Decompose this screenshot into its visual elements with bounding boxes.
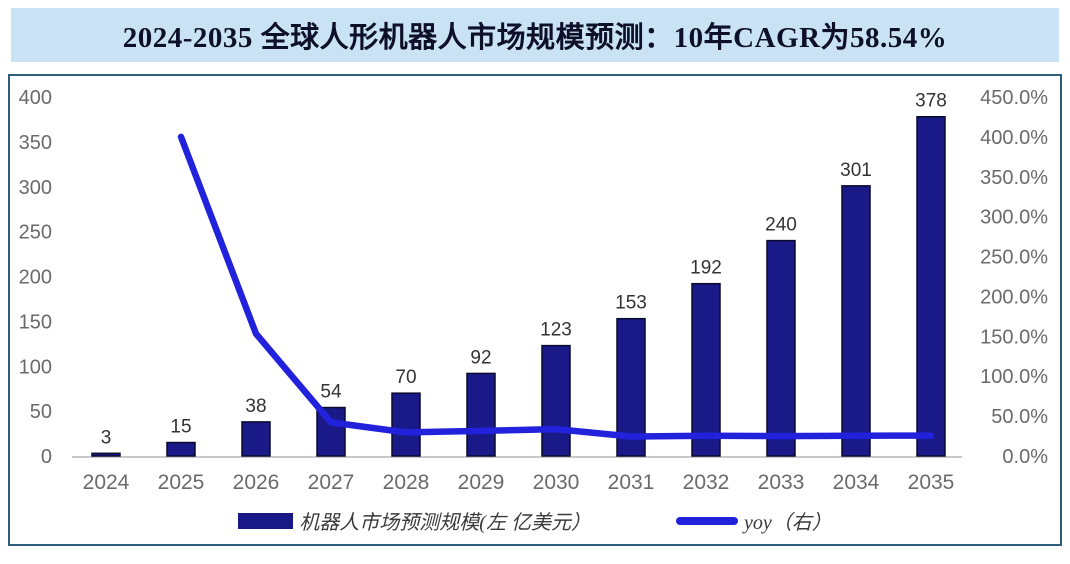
left-axis-tick: 300	[19, 177, 52, 199]
x-axis-label: 2025	[158, 471, 205, 494]
bar-value-label: 378	[915, 91, 947, 112]
right-axis-tick: 100.0%	[980, 366, 1048, 388]
right-axis-tick: 50.0%	[991, 406, 1048, 428]
x-axis-label: 2034	[833, 471, 880, 494]
x-axis-label: 2024	[83, 471, 130, 494]
x-axis-label: 2032	[683, 471, 730, 494]
left-axis-tick: 100	[19, 356, 52, 378]
combo-chart: 400350300250200150100500450.0%400.0%350.…	[19, 87, 1049, 494]
x-axis-label: 2030	[533, 471, 580, 494]
right-axis-tick: 0.0%	[1002, 446, 1048, 468]
bar-2028	[391, 392, 421, 457]
bar-value-label: 54	[320, 382, 342, 403]
x-axis-label: 2031	[608, 471, 655, 494]
left-axis-tick: 250	[19, 222, 52, 244]
bar-2030	[541, 344, 571, 457]
right-axis-tick: 450.0%	[980, 87, 1048, 109]
bar-value-label: 15	[170, 417, 191, 438]
chart-panel: 400 350 300 250 200 150 100 50 0 450.0% 400.0% 350.…	[8, 74, 1062, 546]
left-axis-tick: 400	[19, 87, 52, 109]
bar-value-label: 123	[540, 320, 572, 341]
chart-title: 2024-2035 全球人形机器人市场规模预测：10年CAGR为58.54%	[122, 22, 948, 54]
right-axis-tick: 150.0%	[980, 326, 1048, 348]
bar-series-swatch-icon	[238, 512, 294, 529]
bar-value-label: 301	[840, 160, 872, 181]
bar-value-label: 70	[395, 367, 416, 388]
x-axis-label: 2027	[308, 471, 355, 494]
bar-2034	[841, 185, 871, 457]
legend-label-market-size: 机器人市场预测规模(左 亿美元）	[299, 512, 591, 534]
chart-legend: 机器人市场预测规模(左 亿美元） yoy（右）	[10, 506, 1060, 535]
x-axis-label: 2026	[233, 471, 280, 494]
chart-title-banner: 2024-2035 全球人形机器人市场规模预测：10年CAGR为58.54%	[11, 8, 1059, 62]
right-axis-tick: 200.0%	[980, 286, 1048, 308]
bar-2032	[691, 282, 721, 457]
bar-2033	[766, 239, 796, 457]
legend-item-yoy: yoy（右）	[675, 506, 832, 535]
left-axis-tick: 350	[19, 132, 52, 154]
line-series-swatch-icon	[675, 516, 738, 525]
bar-2026	[241, 421, 271, 457]
bar-value-label: 92	[470, 347, 491, 368]
legend-label-yoy: yoy（右）	[743, 512, 832, 534]
x-axis-label: 2029	[458, 471, 505, 494]
bar-value-label: 38	[245, 396, 266, 417]
bar-value-label: 153	[615, 293, 647, 314]
bar-2024	[91, 452, 121, 457]
right-axis-tick: 300.0%	[980, 207, 1048, 229]
bar-2029	[466, 372, 496, 457]
right-axis-tick: 250.0%	[980, 247, 1048, 269]
x-axis-label: 2033	[758, 471, 805, 494]
right-axis-tick: 400.0%	[980, 127, 1048, 149]
right-axis-tick: 350.0%	[980, 167, 1048, 189]
left-axis-tick: 150	[19, 311, 52, 333]
left-axis-tick: 200	[19, 267, 52, 289]
left-axis-tick: 0	[41, 446, 52, 468]
bar-2025	[166, 441, 196, 457]
bar-value-label: 3	[101, 427, 112, 448]
bar-value-label: 192	[690, 258, 722, 279]
x-axis-label: 2028	[383, 471, 430, 494]
legend-item-market-size: 机器人市场预测规模(左 亿美元）	[238, 506, 591, 535]
bar-value-label: 240	[765, 215, 797, 236]
left-axis-tick: 50	[30, 401, 52, 423]
x-axis-label: 2035	[908, 471, 955, 494]
bar-2035	[916, 115, 946, 457]
yoy-line	[177, 133, 935, 440]
